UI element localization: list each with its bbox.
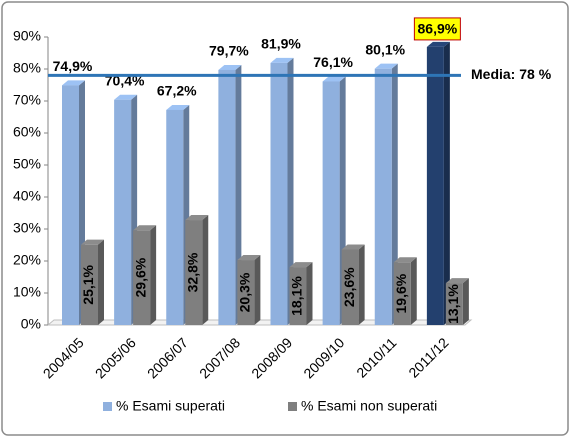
y-tick-label: 10% [13,284,41,300]
bar [341,249,359,325]
bar-side [254,255,261,325]
bar-side [391,63,398,326]
bar-top [166,104,190,110]
value-label: 74,9% [53,58,93,74]
y-tick-label: 0% [21,316,41,332]
bar [289,267,307,325]
value-label: 86,9% [418,21,458,37]
bar-side [150,225,157,325]
bar-top [289,262,313,268]
bar-side [287,57,294,326]
value-label: 29,6% [132,257,148,297]
value-label: 13,1% [445,284,461,324]
bar-top [237,255,261,261]
value-label: 81,9% [261,36,301,52]
value-label: 19,6% [393,273,409,313]
bar [445,283,463,325]
value-label: 80,1% [365,41,405,57]
y-tick-label: 30% [13,220,41,236]
bar [237,260,255,325]
bar-top [185,215,209,221]
bar [114,99,132,325]
value-label: 76,1% [313,54,353,70]
bar-side [462,278,469,325]
legend-swatch [288,402,297,411]
bar-top [218,64,242,70]
bar-top [322,76,346,82]
value-label: 18,1% [289,276,305,316]
value-label: 79,7% [209,43,249,59]
legend-swatch [103,402,112,411]
bar-top [270,57,294,63]
bar-top [445,278,469,284]
bar [166,109,184,326]
bar-top [81,239,104,245]
y-tick-label: 50% [13,156,41,172]
y-tick-label: 90% [13,28,41,44]
bar-side [202,215,209,325]
value-label: 25,1% [80,264,96,304]
value-label: 20,3% [237,272,253,312]
bar-side [306,262,313,325]
reference-label: Media: 78 % [471,66,552,82]
bar [133,230,151,325]
y-tick-label: 20% [13,252,41,268]
bar [270,62,288,326]
y-tick-label: 60% [13,124,41,140]
value-label: 23,6% [341,267,357,307]
bar-side [98,239,104,325]
value-label: 32,8% [184,252,200,292]
bar-side [358,244,365,325]
bar-top [393,257,417,263]
bar-top [374,63,398,69]
bar-side [443,41,450,326]
bar [374,68,392,326]
bar-side [410,257,417,325]
bar [62,85,79,325]
y-tick-label: 70% [13,92,41,108]
legend-label: % Esami non superati [301,398,437,414]
bar [322,81,340,325]
y-tick-label: 40% [13,188,41,204]
y-tick-label: 80% [13,60,41,76]
legend-label: % Esami superati [116,398,225,414]
bar [393,262,411,325]
bar-top [133,225,157,231]
bar [185,220,203,325]
bar-top [341,244,365,250]
bar-top [114,94,138,100]
value-label: 67,2% [157,83,197,99]
highlight-box [413,17,461,41]
bar [81,244,98,325]
bar-top [62,80,85,86]
bar-top [426,41,450,47]
bar [426,46,444,326]
bar [218,69,236,326]
